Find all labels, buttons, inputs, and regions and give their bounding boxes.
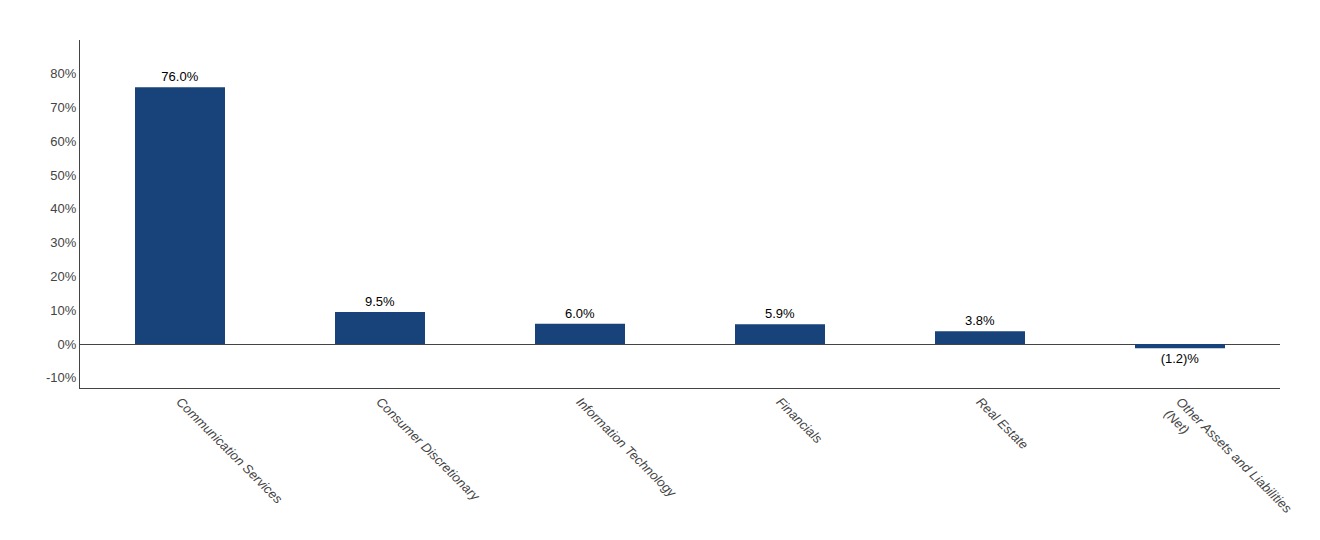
svg-text:Other Assets and Liabilities(N: Other Assets and Liabilities(Net) xyxy=(1161,394,1295,528)
svg-text:9.5%: 9.5% xyxy=(365,294,395,309)
svg-text:Financials: Financials xyxy=(773,394,825,446)
svg-text:20%: 20% xyxy=(50,269,76,284)
svg-text:30%: 30% xyxy=(50,235,76,250)
svg-text:40%: 40% xyxy=(50,201,76,216)
svg-text:3.8%: 3.8% xyxy=(965,313,995,328)
svg-text:60%: 60% xyxy=(50,134,76,149)
svg-text:70%: 70% xyxy=(50,100,76,115)
svg-text:80%: 80% xyxy=(50,66,76,81)
svg-text:(1.2)%: (1.2)% xyxy=(1161,351,1200,366)
svg-text:6.0%: 6.0% xyxy=(565,306,595,321)
svg-text:Consumer Discretionary: Consumer Discretionary xyxy=(373,394,483,504)
svg-text:50%: 50% xyxy=(50,168,76,183)
svg-text:-10%: -10% xyxy=(46,370,77,385)
svg-text:0%: 0% xyxy=(58,337,77,352)
svg-text:Real Estate: Real Estate xyxy=(973,394,1031,452)
svg-text:76.0%: 76.0% xyxy=(161,69,198,84)
svg-text:10%: 10% xyxy=(50,303,76,318)
svg-text:Information Technology: Information Technology xyxy=(573,394,680,501)
svg-text:5.9%: 5.9% xyxy=(765,306,795,321)
svg-text:Communication Services: Communication Services xyxy=(173,394,286,507)
